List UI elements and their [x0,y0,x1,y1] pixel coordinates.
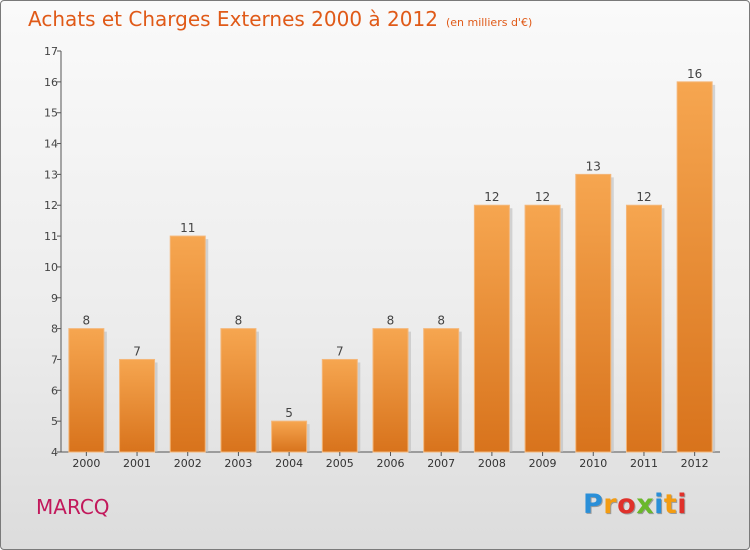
y-tick-label: 16 [44,76,58,89]
x-tick-label: 2004 [275,457,303,470]
y-tick-label: 14 [44,138,58,151]
bar [524,204,561,453]
bar [321,358,358,453]
y-tick-label: 17 [44,45,58,58]
bar [676,81,713,453]
x-tick-label: 2000 [72,457,100,470]
bar [625,204,662,453]
logo-letter: o [617,489,637,520]
x-tick-label: 2005 [326,457,354,470]
y-tick-label: 6 [51,384,58,397]
bar-value-label: 8 [387,314,395,328]
y-tick-label: 4 [51,446,58,459]
chart-title: Achats et Charges Externes 2000 à 2012 (e… [28,7,532,31]
bar-value-label: 11 [180,221,195,235]
x-tick-label: 2008 [478,457,506,470]
x-tick-label: 2010 [579,457,607,470]
bar-value-label: 5 [285,406,293,420]
bar-value-label: 8 [235,314,243,328]
bar-value-label: 7 [336,344,344,358]
proxiti-logo[interactable]: Proxiti [583,489,687,520]
y-tick-label: 5 [51,415,58,428]
bar [68,328,105,453]
y-tick-label: 13 [44,168,58,181]
bar [271,420,308,453]
y-tick-label: 10 [44,261,58,274]
logo-letter: x [636,489,655,520]
x-tick-label: 2012 [681,457,709,470]
y-tick-label: 11 [44,230,58,243]
x-tick-label: 2007 [427,457,455,470]
chart-title-text: Achats et Charges Externes 2000 à 2012 [28,7,438,31]
bar [220,328,257,453]
bar [423,328,460,453]
y-tick-label: 15 [44,107,58,120]
bar-value-label: 12 [484,190,499,204]
bar [169,235,206,453]
logo-letter: i [677,489,688,520]
bar [473,204,510,453]
chart-subtitle: (en milliers d'€) [445,16,533,29]
y-tick-label: 8 [51,323,58,336]
bar [372,328,409,453]
y-tick-label: 9 [51,292,58,305]
bar-value-label: 12 [535,190,550,204]
x-tick-label: 2011 [630,457,658,470]
x-tick-label: 2001 [123,457,151,470]
y-tick-label: 12 [44,199,58,212]
bar-value-label: 16 [687,67,702,81]
bar [119,358,156,453]
bar-value-label: 8 [437,314,445,328]
x-tick-label: 2006 [377,457,405,470]
bar-value-label: 8 [83,314,91,328]
bar-value-label: 7 [133,344,141,358]
logo-letter: i [654,489,664,520]
x-tick-label: 2002 [174,457,202,470]
x-tick-label: 2009 [529,457,557,470]
x-tick-label: 2003 [224,457,252,470]
town-name: MARCQ [36,495,110,519]
logo-letter: r [603,489,618,520]
bar-value-label: 12 [636,190,651,204]
logo-letter: P [583,489,604,520]
bar-value-label: 13 [586,159,601,173]
logo-letter: t [663,489,678,520]
bar [575,173,612,453]
y-tick-label: 7 [51,353,58,366]
